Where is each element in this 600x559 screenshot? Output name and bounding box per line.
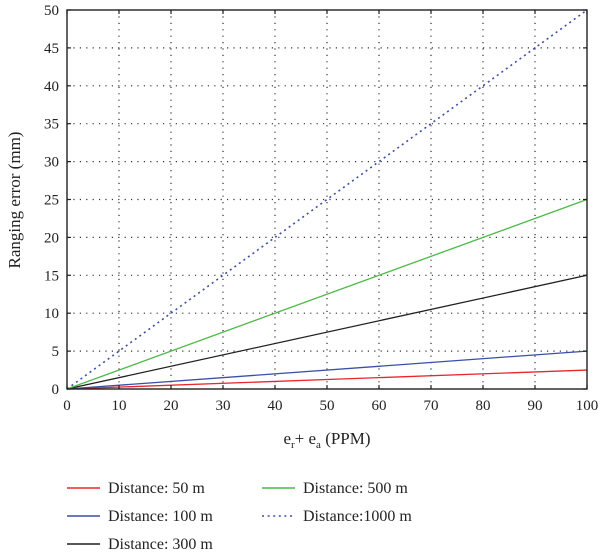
y-tick-label: 15 [44,268,59,284]
x-axis-title-e-r: e [283,429,291,448]
x-axis-title: er+ ea (PPM) [283,429,370,451]
legend-label-5: Distance:1000 m [303,508,412,525]
x-axis-title-sub-a: a [316,439,321,451]
x-axis-title-e-a: e [309,429,317,448]
legend-label-2: Distance: 100 m [108,508,213,525]
x-tick-label: 50 [320,398,335,414]
legend: Distance: 50 m Distance: 100 m Distance: 3… [67,480,412,553]
x-tick-label: 60 [372,398,387,414]
x-tick-label: 80 [476,398,491,414]
series-line-5 [66,9,588,390]
x-tick-label: 0 [63,398,71,414]
x-tick-label: 90 [528,398,543,414]
x-tick-label: 100 [576,398,599,414]
series-line-2 [66,350,588,390]
y-tick-label: 20 [44,230,59,246]
x-axis-title-unit: (PPM) [321,429,371,448]
series-layer [66,9,588,390]
x-tick-label: 70 [424,398,439,414]
legend-label-4: Distance: 500 m [303,480,408,497]
x-tick-label: 40 [268,398,283,414]
x-tick-label: 30 [216,398,231,414]
y-tick-label: 45 [44,41,59,57]
x-axis-title-plus: + [295,429,309,448]
series-line-4 [66,198,588,390]
y-tick-label: 25 [44,193,59,209]
y-tick-label: 50 [44,3,59,19]
y-tick-label: 5 [52,344,60,360]
x-axis-title-sub-r: r [291,439,295,451]
y-axis-title: Ranging error (mm) [5,132,24,269]
y-tick-label: 10 [44,306,59,322]
y-tick-label: 0 [52,382,60,398]
tick-layer: 0 10 20 30 40 50 60 70 80 90 100 0 5 10 15 20 25 30 35 40 45… [44,3,598,414]
y-tick-label: 30 [44,155,59,171]
legend-label-1: Distance: 50 m [108,480,205,497]
series-line-3 [66,274,588,390]
x-tick-label: 20 [164,398,179,414]
x-tick-label: 10 [112,398,127,414]
series-line-1 [66,369,588,390]
legend-label-3: Distance: 300 m [108,536,213,553]
y-tick-label: 35 [44,117,59,133]
y-tick-label: 40 [44,79,59,95]
